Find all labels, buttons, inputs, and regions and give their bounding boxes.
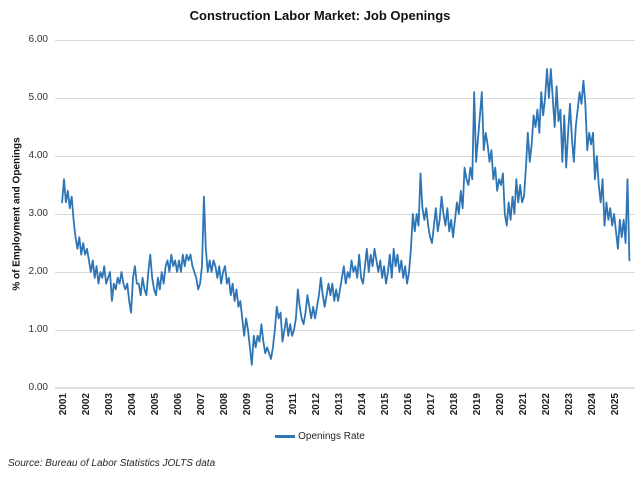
x-tick-label: 2011	[288, 393, 299, 415]
y-tick-label: 4.00	[28, 150, 48, 161]
x-tick-label: 2016	[403, 393, 414, 416]
x-tick-label: 2010	[265, 393, 276, 416]
x-tick-label: 2021	[518, 393, 529, 416]
legend: Openings Rate	[0, 431, 640, 442]
x-tick-label: 2002	[81, 393, 92, 416]
legend-line-swatch	[275, 435, 296, 438]
chart-title: Construction Labor Market: Job Openings	[189, 8, 451, 23]
x-tick-label: 2003	[104, 393, 115, 416]
y-tick-label: 0.00	[28, 382, 48, 393]
x-tick-label: 2019	[472, 393, 483, 416]
legend-series-label: Openings Rate	[298, 431, 365, 442]
x-tick-label: 2012	[311, 393, 322, 416]
x-tick-label: 2007	[196, 393, 207, 416]
x-tick-label: 2015	[380, 393, 391, 416]
y-tick-label: 6.00	[28, 34, 48, 45]
x-tick-label: 2023	[564, 393, 575, 416]
series-line-openings-rate	[61, 68, 631, 366]
x-tick-label: 2022	[541, 393, 552, 416]
x-tick-label: 2004	[127, 393, 138, 416]
y-tick-label: 1.00	[28, 324, 48, 335]
x-tick-label: 2025	[610, 393, 621, 416]
x-tick-label: 2017	[426, 393, 437, 416]
x-tick-label: 2009	[242, 393, 253, 416]
x-tick-label: 2006	[173, 393, 184, 416]
x-tick-label: 2013	[334, 393, 345, 416]
y-tick-label: 5.00	[28, 92, 48, 103]
x-tick-label: 2020	[495, 393, 506, 416]
x-tick-label: 2001	[58, 393, 69, 416]
x-tick-label: 2018	[449, 393, 460, 416]
x-tick-label: 2024	[587, 393, 598, 416]
plot-area	[55, 40, 635, 389]
y-tick-label: 2.00	[28, 266, 48, 277]
y-tick-label: 3.00	[28, 208, 48, 219]
x-tick-label: 2005	[150, 393, 161, 416]
x-tick-label: 2008	[219, 393, 230, 416]
source-note: Source: Bureau of Labor Statistics JOLTS…	[8, 458, 216, 469]
x-tick-label: 2014	[357, 393, 368, 416]
